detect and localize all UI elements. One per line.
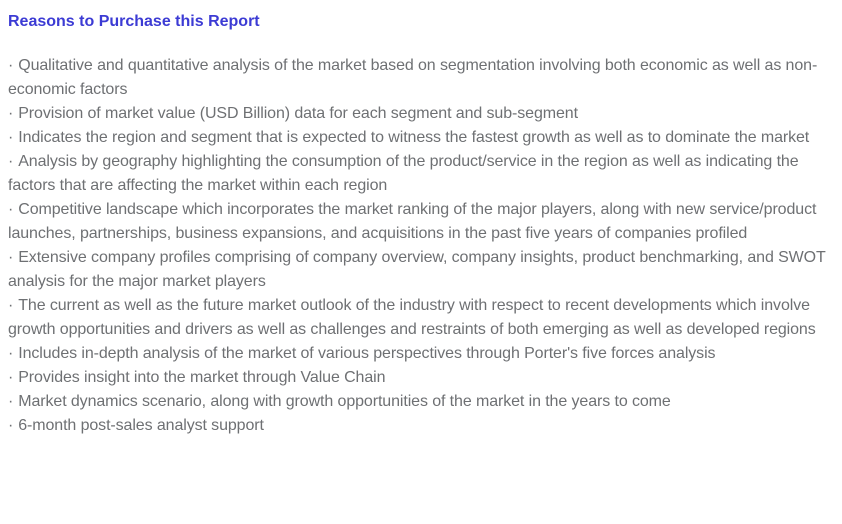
bullet-glyph: · [8,417,14,434]
bullet-glyph: · [8,393,14,410]
reason-text: Market dynamics scenario, along with gro… [18,393,671,410]
reason-item: · Includes in-depth analysis of the marke… [8,342,832,366]
reason-text: 6-month post-sales analyst support [18,417,264,434]
reason-item: · 6-month post-sales analyst support [8,414,832,438]
bullet-glyph: · [8,249,14,266]
reason-text: Extensive company profiles comprising of… [8,249,826,290]
reason-item: · Provides insight into the market throug… [8,366,832,390]
reason-text: Provision of market value (USD Billion) … [18,105,578,122]
reason-item: · Competitive landscape which incorporate… [8,198,832,246]
reason-item: · Qualitative and quantitative analysis o… [8,54,832,102]
bullet-glyph: · [8,105,14,122]
reason-item: · Provision of market value (USD Billion)… [8,102,832,126]
reason-item: · The current as well as the future marke… [8,294,832,342]
reason-text: Indicates the region and segment that is… [18,129,810,146]
bullet-glyph: · [8,153,14,170]
bullet-glyph: · [8,57,14,74]
reason-text: Qualitative and quantitative analysis of… [8,57,818,98]
bullet-glyph: · [8,297,14,314]
bullet-glyph: · [8,345,14,362]
reasons-list: · Qualitative and quantitative analysis o… [8,54,832,438]
reason-text: Analysis by geography highlighting the c… [8,153,799,194]
bullet-glyph: · [8,201,14,218]
reason-item: · Indicates the region and segment that i… [8,126,832,150]
reason-text: The current as well as the future market… [8,297,816,338]
reason-text: Includes in-depth analysis of the market… [18,345,716,362]
bullet-glyph: · [8,129,14,146]
reason-text: Competitive landscape which incorporates… [8,201,817,242]
section-title: Reasons to Purchase this Report [8,13,260,30]
bullet-glyph: · [8,369,14,386]
reason-item: · Market dynamics scenario, along with gr… [8,390,832,414]
reason-item: · Analysis by geography highlighting the … [8,150,832,198]
reason-item: · Extensive company profiles comprising o… [8,246,832,294]
reason-text: Provides insight into the market through… [18,369,386,386]
